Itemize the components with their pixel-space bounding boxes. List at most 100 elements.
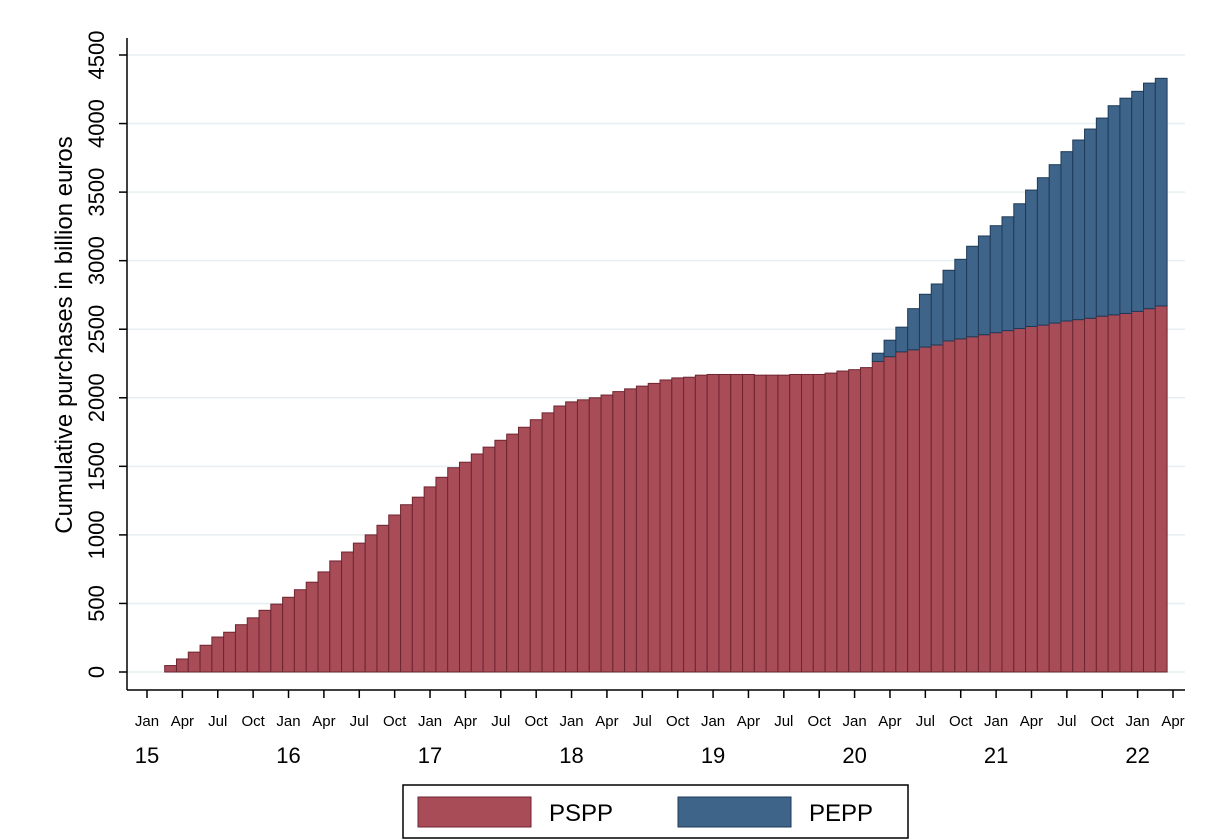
- bar-segment: [706, 373, 720, 673]
- bar-segment: [777, 374, 791, 673]
- year-label: 15: [135, 743, 159, 768]
- bar-segment: [352, 542, 366, 673]
- bar-segment: [671, 377, 685, 673]
- bar-segment: [1036, 324, 1050, 673]
- bar-segment: [966, 245, 979, 338]
- bar-segment: [1143, 308, 1156, 673]
- x-tick-label: Jan: [135, 713, 159, 730]
- bar-segment: [341, 551, 354, 673]
- bar-segment: [234, 624, 248, 673]
- bar-segment: [1025, 325, 1038, 673]
- x-tick-label: Oct: [241, 713, 265, 730]
- bar-segment: [789, 373, 803, 673]
- y-tick-label: 500: [84, 585, 109, 622]
- bar-segment: [293, 589, 307, 673]
- bar-segment: [470, 453, 484, 673]
- bar-segment: [1036, 177, 1050, 326]
- bar-segment: [742, 373, 755, 673]
- bar-segment: [282, 596, 295, 673]
- bar-segment: [1048, 164, 1062, 324]
- x-tick-label: Apr: [878, 713, 901, 730]
- bar-segment: [494, 439, 508, 673]
- bar-segment: [1072, 319, 1086, 673]
- year-label: 22: [1125, 743, 1149, 768]
- x-tick-label: Apr: [595, 713, 618, 730]
- bar-segment: [517, 426, 531, 673]
- x-tick-label: Jul: [633, 713, 652, 730]
- bar-segment: [447, 467, 461, 673]
- bar-segment: [954, 258, 968, 340]
- x-tick-label: Jan: [1126, 713, 1150, 730]
- bar-segment: [683, 376, 696, 673]
- bar-segment: [836, 370, 850, 673]
- bar-segment: [1131, 310, 1145, 673]
- x-tick-label: Oct: [1091, 713, 1115, 730]
- bar-segment: [1143, 82, 1156, 310]
- y-tick-label: 1000: [84, 510, 109, 559]
- bar-segment: [1131, 90, 1145, 312]
- bar-segment: [1013, 328, 1027, 673]
- bar-segment: [1048, 322, 1062, 673]
- bar-segment: [482, 446, 496, 673]
- x-tick-label: Jan: [701, 713, 725, 730]
- year-label: 17: [418, 743, 442, 768]
- bar-segment: [364, 534, 378, 673]
- bar-segment: [565, 401, 578, 673]
- x-tick-label: Oct: [808, 713, 832, 730]
- bar-segment: [175, 658, 189, 673]
- x-tick-label: Oct: [666, 713, 690, 730]
- bar-segment: [624, 388, 637, 673]
- bar-segment: [388, 514, 402, 673]
- bar-segment: [954, 338, 968, 673]
- y-tick-label: 4000: [84, 99, 109, 148]
- bar-segment: [1095, 117, 1109, 317]
- bar-segment: [942, 269, 956, 342]
- legend-label: PSPP: [549, 800, 613, 827]
- bar-segment: [647, 382, 661, 673]
- bar-segment: [871, 352, 885, 362]
- bar-segment: [659, 379, 673, 673]
- y-tick-label: 0: [84, 666, 109, 678]
- bar-segment: [930, 283, 944, 346]
- y-tick-label: 2000: [84, 373, 109, 422]
- bar-segment: [1060, 151, 1074, 322]
- bar-segment: [411, 496, 425, 673]
- x-tick-label: Apr: [312, 713, 335, 730]
- year-label: 21: [984, 743, 1008, 768]
- bar-segment: [1107, 105, 1121, 316]
- bar-segment: [329, 560, 343, 673]
- year-label: 20: [842, 743, 866, 768]
- bar-segment: [270, 603, 284, 673]
- bar-segment: [918, 293, 932, 348]
- bar-segment: [164, 665, 177, 673]
- x-tick-label: Jul: [208, 713, 227, 730]
- x-tick-label: Oct: [525, 713, 549, 730]
- bar-segment: [907, 308, 920, 351]
- bar-segment: [1013, 203, 1027, 330]
- bar-segment: [989, 225, 1003, 334]
- bar-segment: [966, 336, 979, 673]
- bar-segment: [459, 461, 472, 673]
- bar-segment: [895, 351, 909, 673]
- bar-segment: [895, 326, 909, 353]
- bar-segment: [871, 360, 885, 673]
- bar-segment: [635, 385, 649, 673]
- bar-segment: [907, 349, 920, 673]
- x-tick-label: Apr: [1161, 713, 1184, 730]
- x-tick-label: Apr: [171, 713, 194, 730]
- bar-segment: [553, 405, 567, 673]
- x-tick-label: Jul: [774, 713, 793, 730]
- bar-segment: [1154, 305, 1168, 673]
- bar-segment: [989, 332, 1003, 673]
- bar-segment: [376, 524, 390, 673]
- bar-segment: [1060, 320, 1074, 673]
- bar-segment: [883, 339, 897, 358]
- bar-segment: [400, 504, 413, 673]
- bar-segment: [258, 609, 272, 673]
- legend-swatch: [677, 796, 792, 828]
- bar-segment: [435, 476, 449, 673]
- bar-segment: [317, 571, 331, 673]
- x-tick-label: Jul: [1057, 713, 1076, 730]
- y-tick-label: 3000: [84, 236, 109, 285]
